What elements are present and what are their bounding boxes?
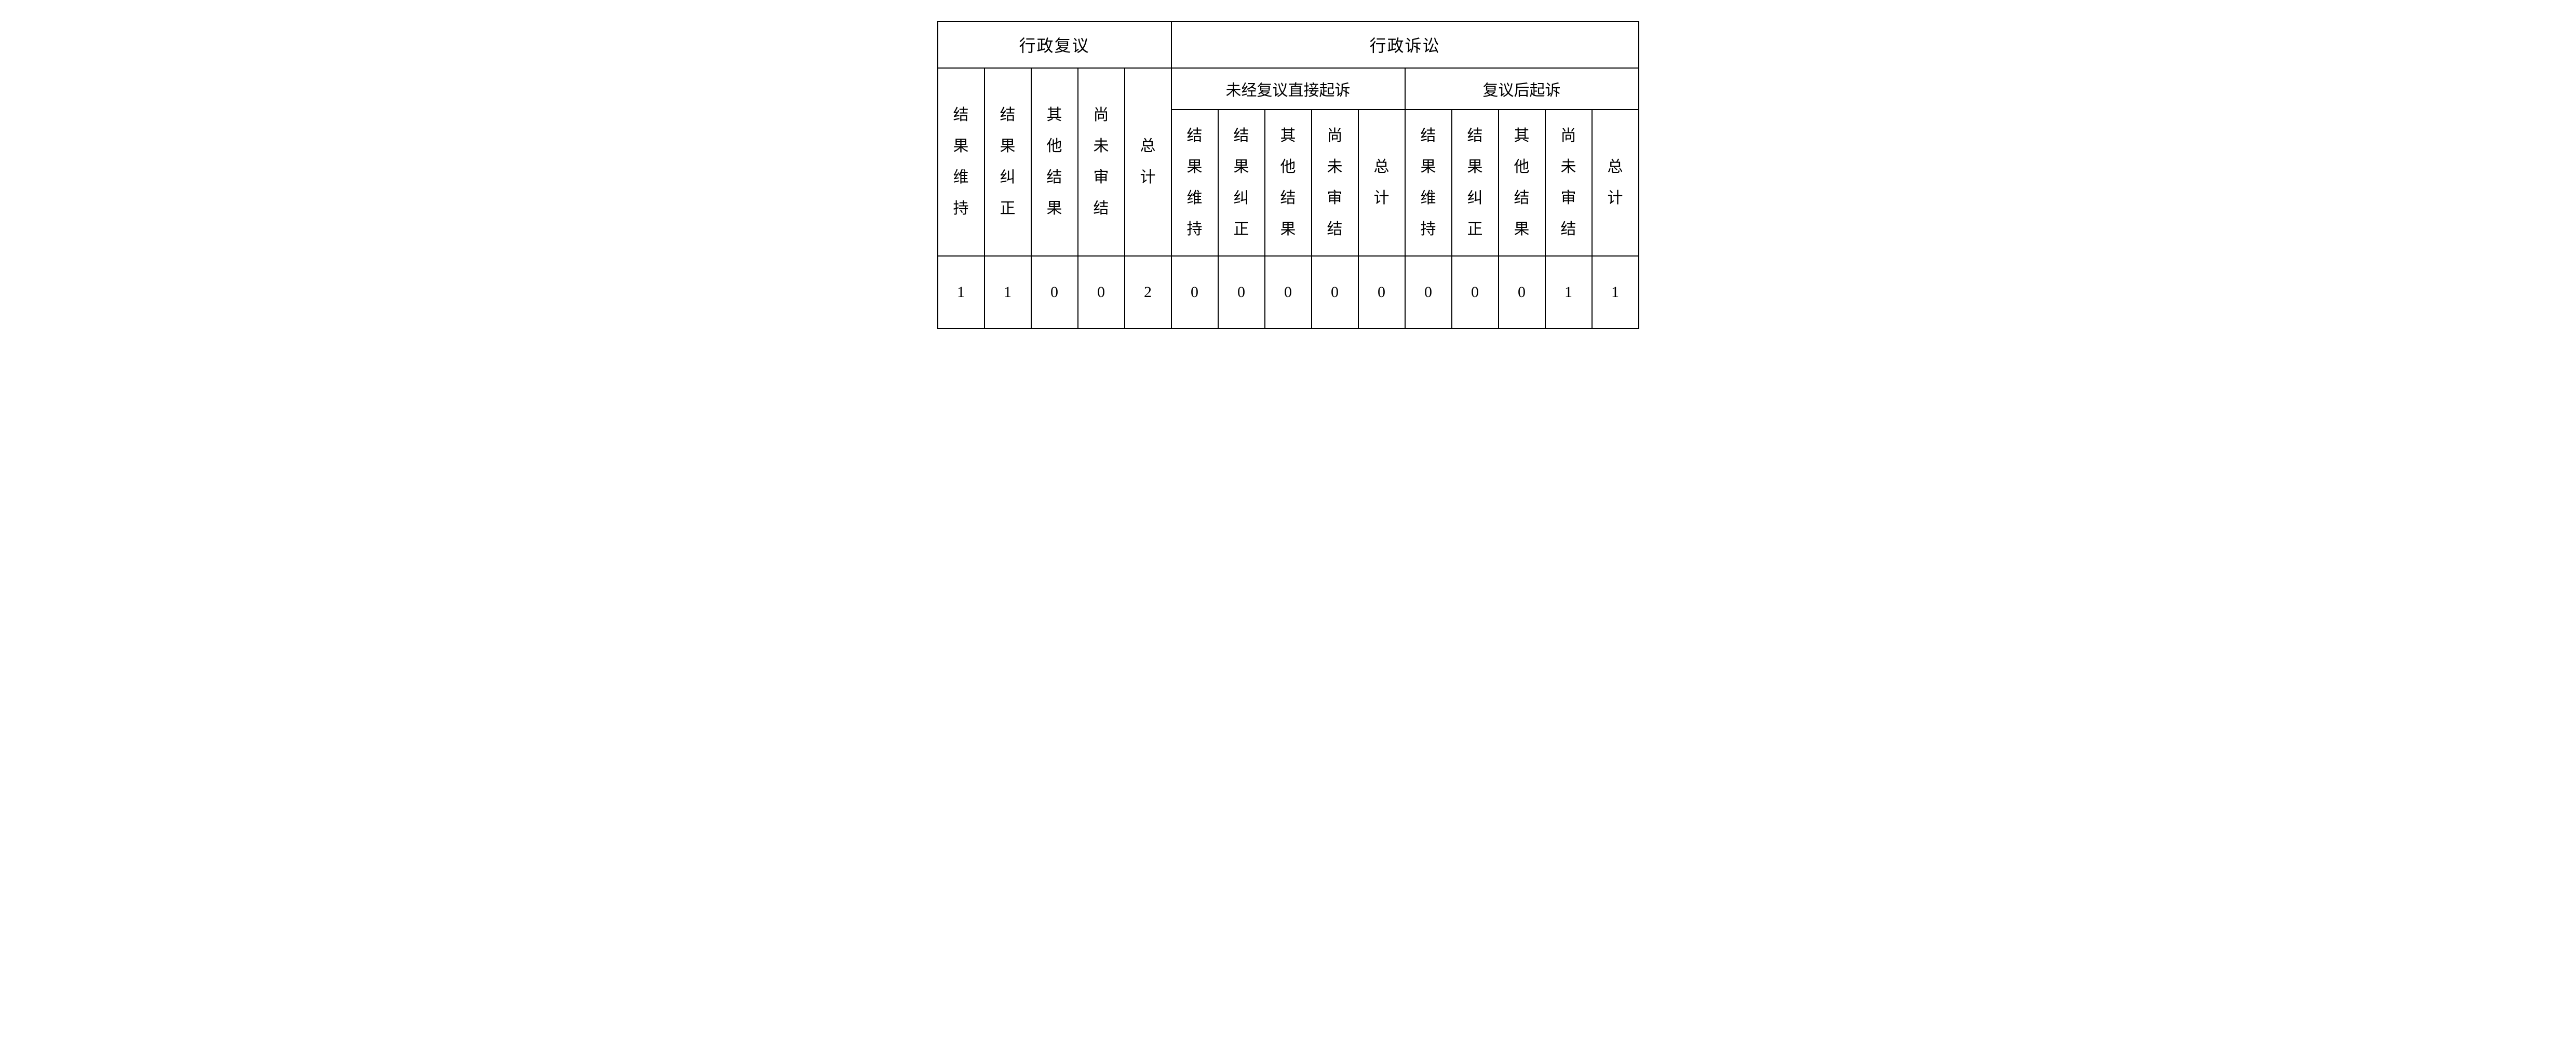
- cell-after-pending: 1: [1545, 256, 1592, 329]
- col-review-other: 其他结果: [1031, 68, 1078, 256]
- cell-review-other: 0: [1031, 256, 1078, 329]
- cell-review-correct: 1: [984, 256, 1031, 329]
- col-after-pending: 尚未审结: [1545, 110, 1592, 256]
- col-direct-correct: 结果纠正: [1218, 110, 1265, 256]
- cell-after-other: 0: [1499, 256, 1545, 329]
- col-review-correct: 结果纠正: [984, 68, 1031, 256]
- cell-direct-pending: 0: [1312, 256, 1358, 329]
- cell-direct-other: 0: [1265, 256, 1312, 329]
- cell-review-total: 2: [1125, 256, 1171, 329]
- cell-after-uphold: 0: [1405, 256, 1452, 329]
- col-after-other: 其他结果: [1499, 110, 1545, 256]
- col-direct-pending: 尚未审结: [1312, 110, 1358, 256]
- cell-review-pending: 0: [1078, 256, 1125, 329]
- cell-direct-uphold: 0: [1171, 256, 1218, 329]
- header-litigation: 行政诉讼: [1171, 21, 1639, 68]
- col-review-pending: 尚未审结: [1078, 68, 1125, 256]
- header-review: 行政复议: [938, 21, 1171, 68]
- top-header-row: 行政复议 行政诉讼: [938, 21, 1639, 68]
- col-review-total: 总计: [1125, 68, 1171, 256]
- subheader-direct-suit: 未经复议直接起诉: [1171, 68, 1405, 110]
- col-direct-uphold: 结果维持: [1171, 110, 1218, 256]
- col-after-correct: 结果纠正: [1452, 110, 1499, 256]
- cell-after-correct: 0: [1452, 256, 1499, 329]
- cell-review-uphold: 1: [938, 256, 984, 329]
- col-direct-total: 总计: [1358, 110, 1405, 256]
- subheader-after-review-suit: 复议后起诉: [1405, 68, 1639, 110]
- col-after-total: 总计: [1592, 110, 1639, 256]
- review-litigation-table: 行政复议 行政诉讼 结果维持 结果纠正 其他结果 尚未审结 总计 未经复议直接起…: [937, 21, 1639, 329]
- cell-after-total: 1: [1592, 256, 1639, 329]
- sub-header-row: 结果维持 结果纠正 其他结果 尚未审结 总计 未经复议直接起诉 复议后起诉: [938, 68, 1639, 110]
- cell-direct-total: 0: [1358, 256, 1405, 329]
- col-after-uphold: 结果维持: [1405, 110, 1452, 256]
- col-direct-other: 其他结果: [1265, 110, 1312, 256]
- data-row: 1 1 0 0 2 0 0 0 0 0 0 0 0 1 1: [938, 256, 1639, 329]
- cell-direct-correct: 0: [1218, 256, 1265, 329]
- col-review-uphold: 结果维持: [938, 68, 984, 256]
